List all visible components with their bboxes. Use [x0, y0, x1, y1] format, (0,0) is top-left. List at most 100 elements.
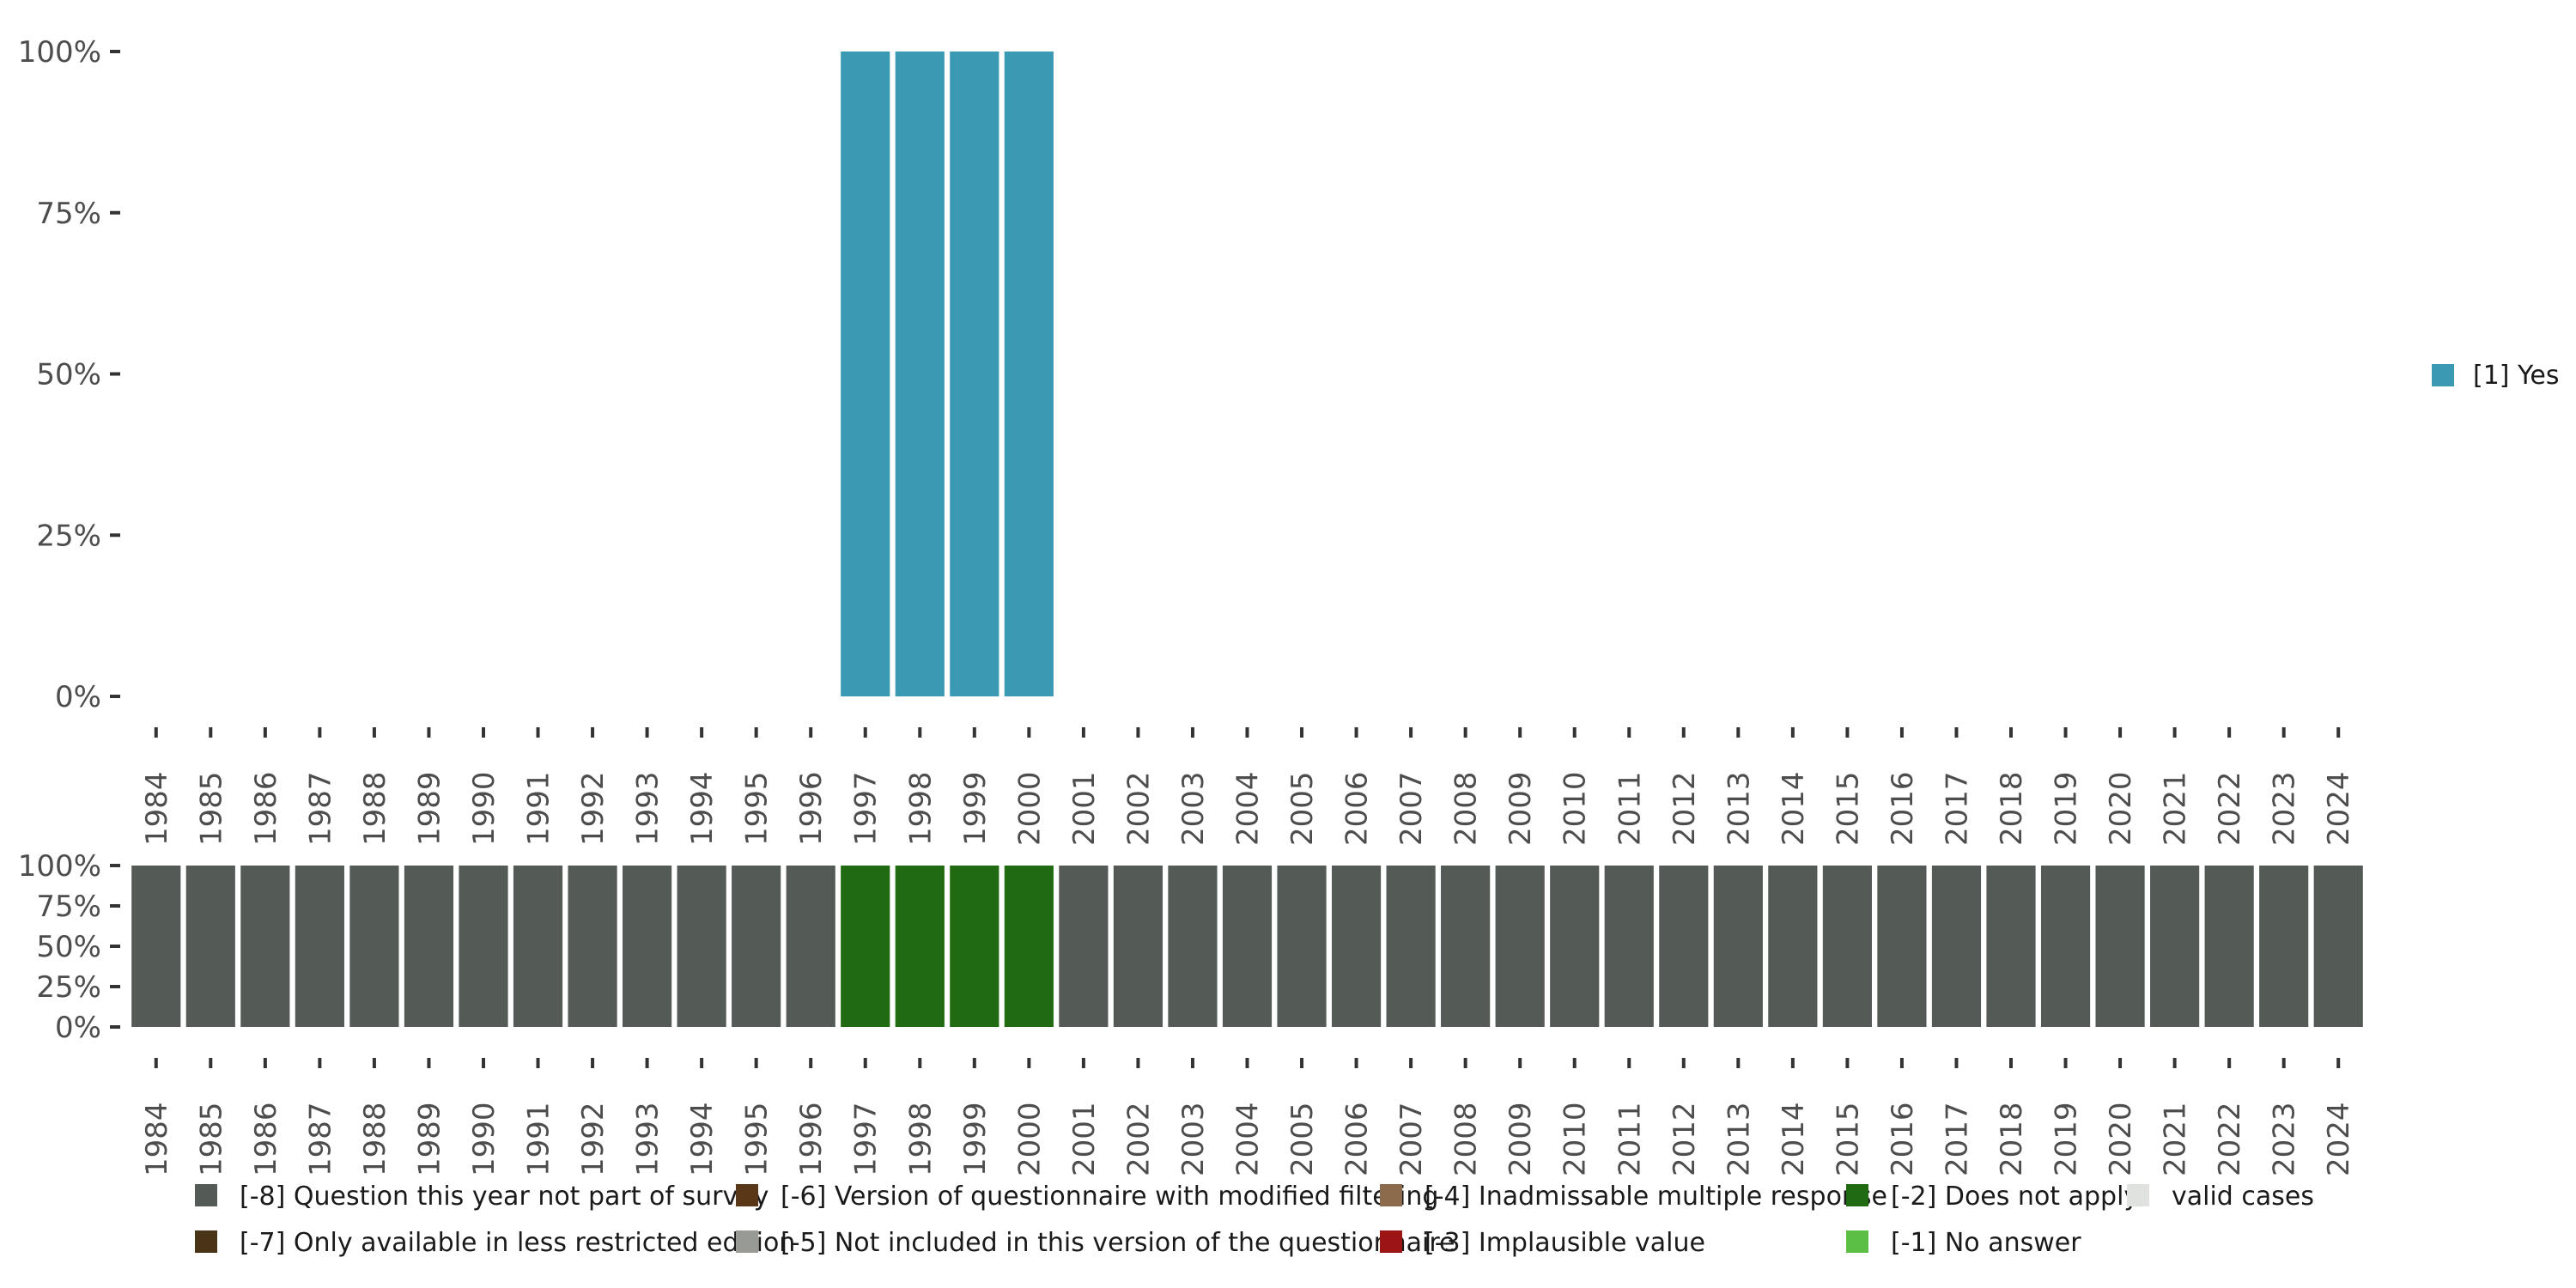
missing-values-xtick-label-2021: 2021	[2159, 1102, 2193, 1176]
missing-values-bar-2016-series-0	[1877, 866, 1927, 1027]
missing-values-xtick-label-1996: 1996	[794, 1102, 829, 1176]
missing-values-xtick-label-2013: 2013	[1722, 1102, 1756, 1176]
response-distribution-xtick-label-1988: 1988	[358, 771, 392, 846]
missing-values-xtick-label-2007: 2007	[1394, 1102, 1429, 1176]
missing-values-xtick-label-1989: 1989	[412, 1102, 447, 1176]
missing-values-bar-2010-series-0	[1550, 866, 1600, 1027]
missing-values-xtick-label-2019: 2019	[2050, 1102, 2084, 1176]
response-distribution-bar-1998-series-0	[895, 52, 945, 696]
missing-values-xtick-label-2005: 2005	[1285, 1102, 1320, 1176]
bottom-legend-swatch-6	[1846, 1184, 1868, 1206]
missing-values-bar-1991-series-0	[513, 866, 563, 1027]
response-distribution-xtick-label-2013: 2013	[1722, 771, 1756, 846]
missing-values-bar-2017-series-0	[1931, 866, 1982, 1027]
missing-values-xtick-label-2015: 2015	[1831, 1102, 1865, 1176]
missing-values-xtick-label-1997: 1997	[849, 1102, 884, 1176]
missing-values-xtick-label-1986: 1986	[249, 1102, 283, 1176]
missing-values-xtick-label-1991: 1991	[522, 1102, 556, 1176]
response-distribution-xtick-label-2002: 2002	[1121, 771, 1156, 846]
response-distribution-xtick-label-2017: 2017	[1940, 771, 1974, 846]
response-distribution-xtick-label-1998: 1998	[903, 771, 938, 846]
missing-values-ytick-label-4: 100%	[18, 849, 101, 884]
missing-values-bar-2018-series-0	[1986, 866, 2036, 1027]
missing-values-bar-2006-series-0	[1331, 866, 1382, 1027]
missing-values-bar-2002-series-0	[1113, 866, 1163, 1027]
bottom-legend-label-2: [-6] Version of questionnaire with modif…	[781, 1182, 1438, 1212]
response-distribution-xtick-label-2024: 2024	[2322, 771, 2356, 846]
bottom-chart: 0% 25% 50% 75% 100% 1984 1985 1986 1987 1988 1989 1…	[18, 849, 2363, 1176]
missing-values-xtick-label-2016: 2016	[1886, 1102, 1920, 1176]
missing-values-bar-2012-series-0	[1659, 866, 1709, 1027]
missing-values-bar-1997-series-1	[841, 866, 890, 1027]
missing-values-bar-2019-series-0	[2040, 866, 2091, 1027]
missing-values-bar-2024-series-0	[2313, 866, 2363, 1027]
missing-values-bar-2022-series-0	[2204, 866, 2254, 1027]
response-distribution-bar-2000-series-0	[1004, 52, 1054, 696]
response-distribution-xtick-label-2012: 2012	[1668, 771, 1702, 846]
bottom-legend-swatch-8	[2127, 1184, 2149, 1206]
response-distribution-xtick-label-1994: 1994	[685, 771, 720, 846]
missing-values-xtick-label-1999: 1999	[958, 1102, 993, 1176]
missing-values-ytick-label-2: 50%	[36, 930, 101, 964]
missing-values-ytick-label-3: 75%	[36, 890, 101, 924]
missing-values-xtick-label-2003: 2003	[1176, 1102, 1211, 1176]
bottom-legend-swatch-7	[1846, 1230, 1868, 1253]
missing-values-xtick-label-1994: 1994	[685, 1102, 720, 1176]
response-distribution-ytick-label-3: 75%	[36, 197, 101, 231]
missing-values-bar-1987-series-0	[295, 866, 344, 1027]
missing-values-xtick-label-1985: 1985	[194, 1102, 228, 1176]
missing-values-xtick-label-2009: 2009	[1504, 1102, 1538, 1176]
bottom-legend-label-3: [-5] Not included in this version of the…	[781, 1228, 1455, 1258]
response-distribution-xtick-label-1995: 1995	[740, 771, 775, 846]
response-distribution-xtick-label-2008: 2008	[1449, 771, 1484, 846]
missing-values-bar-1994-series-0	[677, 866, 726, 1027]
missing-values-xtick-label-2024: 2024	[2322, 1102, 2356, 1176]
response-distribution-xtick-label-2004: 2004	[1231, 771, 1266, 846]
response-distribution-bar-1997-series-0	[841, 52, 890, 696]
missing-values-bar-2014-series-0	[1768, 866, 1818, 1027]
response-distribution-xtick-label-2006: 2006	[1340, 771, 1375, 846]
missing-values-bar-2001-series-0	[1059, 866, 1109, 1027]
response-distribution-xtick-label-2009: 2009	[1504, 771, 1538, 846]
missing-values-xtick-label-2018: 2018	[1995, 1102, 2029, 1176]
missing-values-xtick-label-2017: 2017	[1940, 1102, 1974, 1176]
top-legend: [1] Yes	[2432, 361, 2559, 391]
missing-values-bar-1985-series-0	[185, 866, 235, 1027]
response-distribution-xtick-label-1989: 1989	[412, 771, 447, 846]
missing-values-xtick-label-2002: 2002	[1121, 1102, 1156, 1176]
missing-values-bar-1986-series-0	[240, 866, 290, 1027]
missing-values-bar-1999-series-1	[950, 866, 999, 1027]
missing-values-xtick-label-1993: 1993	[631, 1102, 665, 1176]
missing-values-xtick-label-2001: 2001	[1067, 1102, 1102, 1176]
missing-values-xtick-label-1995: 1995	[740, 1102, 775, 1176]
missing-values-bar-1990-series-0	[459, 866, 508, 1027]
response-distribution-xtick-label-2019: 2019	[2050, 771, 2084, 846]
bottom-legend-label-0: [-8] Question this year not part of surv…	[240, 1182, 769, 1212]
bottom-legend-swatch-0	[195, 1184, 217, 1206]
missing-values-bar-1988-series-0	[349, 866, 399, 1027]
bottom-legend-swatch-2	[736, 1184, 758, 1206]
missing-values-xtick-label-1992: 1992	[576, 1102, 611, 1176]
missing-values-bar-1995-series-0	[732, 866, 781, 1027]
response-distribution-xtick-label-2014: 2014	[1777, 771, 1811, 846]
top-legend-label-0: [1] Yes	[2473, 361, 2559, 391]
response-distribution-xtick-label-1990: 1990	[467, 771, 501, 846]
missing-values-xtick-label-1988: 1988	[358, 1102, 392, 1176]
missing-values-xtick-label-1990: 1990	[467, 1102, 501, 1176]
missing-values-bar-2005-series-0	[1277, 866, 1327, 1027]
response-distribution-xtick-label-2001: 2001	[1067, 771, 1102, 846]
bottom-legend-label-4: [-4] Inadmissable multiple response	[1425, 1182, 1887, 1212]
missing-values-xtick-label-2010: 2010	[1558, 1102, 1593, 1176]
response-distribution-xtick-label-2000: 2000	[1012, 771, 1047, 846]
missing-values-bar-2008-series-0	[1441, 866, 1491, 1027]
response-distribution-xtick-label-1993: 1993	[631, 771, 665, 846]
response-distribution-xtick-label-2016: 2016	[1886, 771, 1920, 846]
missing-values-ytick-label-1: 25%	[36, 970, 101, 1005]
top-chart: 0% 25% 50% 75% 100% 1984 1985 1986 1987 1988 1989 1…	[18, 35, 2356, 846]
response-distribution-xtick-label-2022: 2022	[2213, 771, 2247, 846]
response-distribution-xtick-label-2010: 2010	[1558, 771, 1593, 846]
bottom-legend-swatch-3	[736, 1230, 758, 1253]
response-distribution-xtick-label-2005: 2005	[1285, 771, 1320, 846]
missing-values-bar-1989-series-0	[404, 866, 454, 1027]
missing-values-bar-2003-series-0	[1168, 866, 1218, 1027]
